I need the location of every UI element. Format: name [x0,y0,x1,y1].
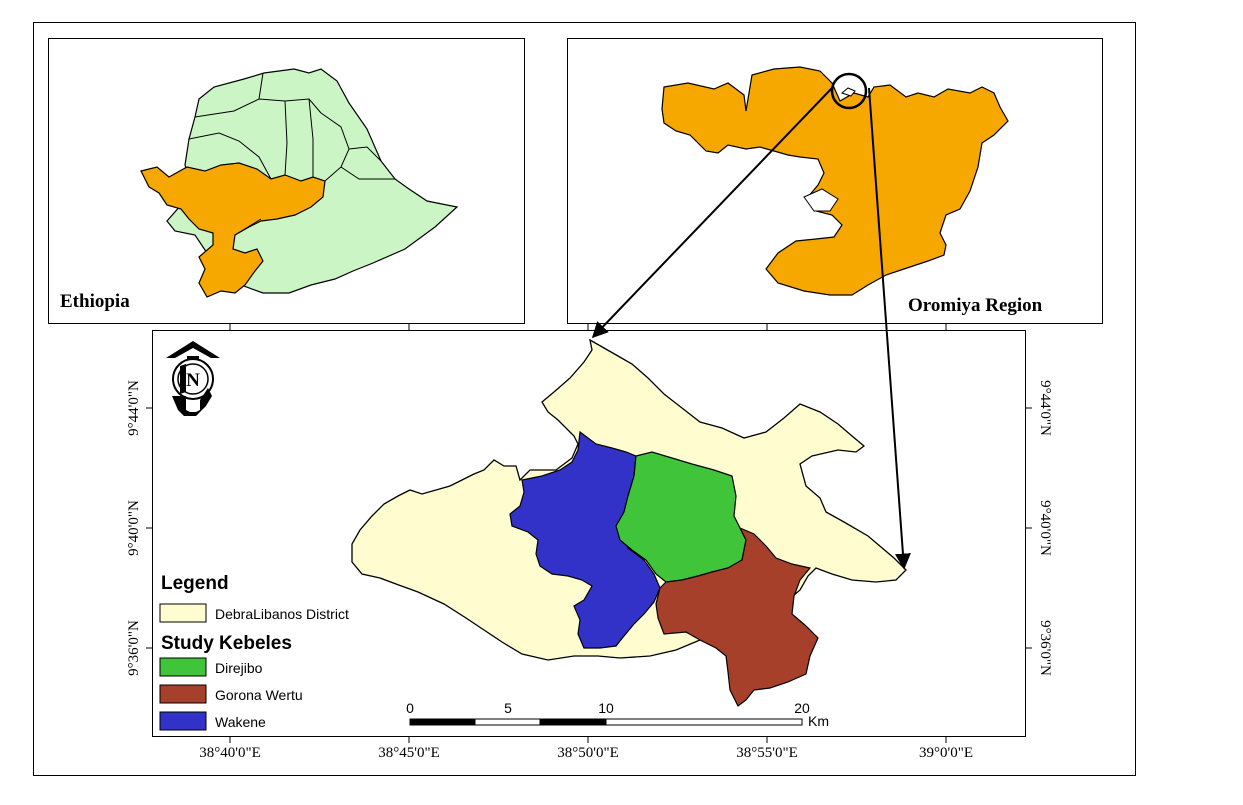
locator-arrow-left [591,87,833,339]
scale-tick-5: 5 [504,700,512,716]
legend-swatch-gorona-wertu [159,684,207,704]
legend-label-gorona-wertu: Gorona Wertu [215,687,303,703]
oromiya-inner-gap [803,188,839,212]
legend: Legend DebraLibanos District Study Kebel… [159,573,349,731]
oromiya-title: Oromiya Region [908,295,1043,316]
lon-label-2: 38°45'0"E [378,745,440,761]
lon-label-3: 38°50'0"E [557,745,619,761]
oromiya-inset: Oromiya Region [567,38,1103,324]
ethiopia-inset: Ethiopia [48,38,525,324]
ethiopia-title: Ethiopia [60,291,130,312]
map-frame [33,22,1136,776]
legend-swatch-district [159,603,207,623]
legend-swatch-direjibo [159,657,207,677]
scale-unit: Km [808,713,829,729]
location-circle [830,72,868,110]
legend-label-district: DebraLibanos District [215,606,349,622]
legend-label-direjibo: Direjibo [215,660,263,676]
lat-label-left-3: 9°36'0"N [126,620,142,676]
north-arrow-icon [166,341,220,416]
lat-label-right-3: 9°36'0"N [1037,620,1053,676]
ethiopia-map [140,68,459,298]
legend-kebeles-title: Study Kebeles [161,633,292,654]
study-area-marker [840,87,856,97]
legend-label-wakene: Wakene [215,714,266,730]
lat-label-right-1: 9°44'0"N [1037,380,1053,436]
lon-label-4: 38°55'0"E [736,745,798,761]
graticule-ticks [146,324,1032,743]
locator-arrow-right [868,87,911,570]
gorona-wertu-shape [655,526,819,707]
lon-label-1: 38°40'0"E [199,745,261,761]
scale-bar: 0 5 10 20 Km [406,700,829,729]
north-arrow-letter: N [186,370,200,391]
lon-label-5: 39°0'0"E [919,745,973,761]
scale-tick-10: 10 [598,700,614,716]
lat-label-left-1: 9°44'0"N [126,380,142,436]
ethiopia-region-borders [188,72,395,236]
scale-tick-0: 0 [406,700,414,716]
lat-label-right-2: 9°40'0"N [1037,500,1053,556]
legend-swatch-wakene [159,711,207,731]
lat-label-left-2: 9°40'0"N [126,500,142,556]
legend-title: Legend [161,573,229,594]
oromiya-region-shape [661,66,1009,296]
oromiya-map [661,66,1009,296]
oromiya-shape [140,162,326,298]
scale-tick-20: 20 [794,700,810,716]
